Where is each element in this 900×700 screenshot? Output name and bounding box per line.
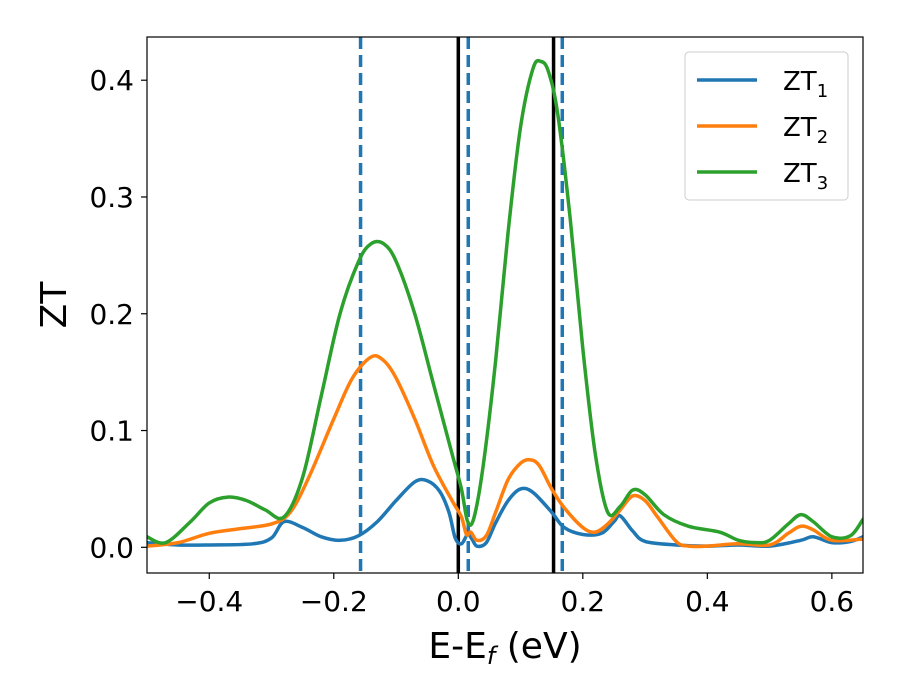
y-tick-label: 0.0 [89,531,134,564]
reference-lines [358,37,565,573]
x-axis-title-main: E-E [428,626,486,667]
x-tick-label: 0.2 [561,585,606,618]
x-axis-title-suffix: (eV) [495,626,581,667]
series-line-zt3 [147,58,863,545]
plot-frame [146,36,864,574]
y-tick-label: 0.1 [89,415,134,448]
series-line-zt2 [147,354,863,549]
legend: ZT1 ZT2 ZT3 [684,51,849,201]
x-axis-title: E-Ef (eV) [428,626,581,670]
x-tick-label: 0.0 [436,585,481,618]
y-axis: 0.0 0.1 0.2 0.3 0.4 [89,64,147,564]
x-tick-label: 0.6 [810,585,855,618]
y-tick-label: 0.3 [89,181,134,214]
x-axis: −0.4 −0.2 0.0 0.2 0.4 0.6 [175,573,854,618]
y-axis-title: ZT [34,281,75,329]
x-tick-label: 0.4 [685,585,730,618]
legend-label-zt1: ZT1 [783,67,828,102]
y-tick-label: 0.2 [89,298,134,331]
series-layer [147,58,863,549]
legend-label-zt2: ZT2 [783,113,828,148]
legend-box [684,51,849,201]
y-tick-label: 0.4 [89,64,134,97]
x-tick-label: −0.2 [300,585,368,618]
x-tick-label: −0.4 [175,585,243,618]
legend-label-zt3: ZT3 [783,159,828,194]
